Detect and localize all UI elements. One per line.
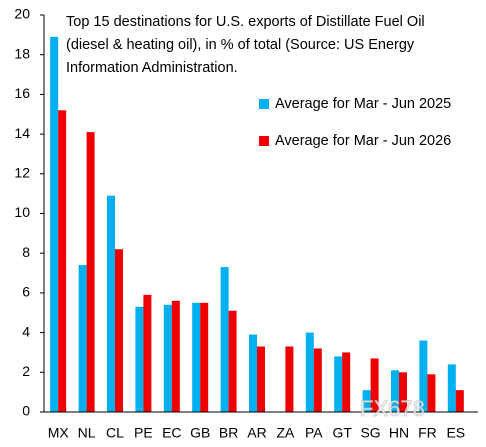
bar <box>285 346 294 412</box>
y-tick-label: 16 <box>14 85 30 101</box>
chart-title: Top 15 destinations for U.S. exports of … <box>66 14 425 30</box>
y-tick-label: 4 <box>22 323 30 339</box>
bar <box>163 304 172 412</box>
bar <box>135 306 144 412</box>
bar <box>257 346 265 412</box>
bar <box>107 195 115 412</box>
legend-swatch <box>259 99 269 109</box>
x-tick-label: AR <box>247 425 266 441</box>
bar <box>192 302 201 412</box>
x-tick-label: ES <box>446 425 465 441</box>
watermark: FX678 <box>360 396 425 421</box>
y-tick-label: 0 <box>22 403 30 419</box>
x-tick-label: SG <box>360 425 380 441</box>
bar <box>143 294 152 412</box>
x-tick-label: GT <box>332 425 352 441</box>
x-tick-label: GB <box>190 425 210 441</box>
bar <box>419 340 428 412</box>
bar <box>334 356 343 412</box>
x-tick-label: HN <box>389 425 409 441</box>
x-tick-label: ZA <box>276 425 295 441</box>
bar <box>391 370 399 412</box>
x-tick-label: FR <box>418 425 437 441</box>
x-tick-label: PE <box>134 425 153 441</box>
bar <box>220 267 229 412</box>
bar <box>200 302 209 412</box>
y-tick-label: 2 <box>22 363 30 379</box>
x-tick-label: EC <box>162 425 181 441</box>
y-tick-label: 20 <box>14 6 30 22</box>
bar <box>427 374 436 412</box>
bar <box>58 110 67 412</box>
bar <box>228 310 237 412</box>
bar <box>171 300 180 412</box>
bar <box>342 352 351 412</box>
chart-title: Information Administration. <box>66 60 238 76</box>
bar <box>447 364 456 412</box>
y-tick-label: 8 <box>22 244 30 260</box>
bar <box>362 390 371 412</box>
bar <box>50 36 59 413</box>
bar <box>115 249 123 412</box>
bar <box>78 265 87 412</box>
x-tick-label: MX <box>48 425 70 441</box>
bar <box>249 334 257 412</box>
bar <box>399 372 407 412</box>
bar <box>313 348 322 412</box>
legend-label: Average for Mar - Jun 2026 <box>275 133 451 149</box>
bar <box>455 390 464 412</box>
bar <box>305 332 314 412</box>
legend-swatch <box>259 136 269 146</box>
y-tick-label: 6 <box>22 284 30 300</box>
bar <box>86 132 95 413</box>
chart-title: (diesel & heating oil), in % of total (S… <box>66 37 415 53</box>
x-tick-label: BR <box>219 425 238 441</box>
y-tick-label: 12 <box>14 165 30 181</box>
x-tick-label: NL <box>78 425 96 441</box>
y-tick-label: 14 <box>14 125 30 141</box>
x-tick-label: PA <box>305 425 323 441</box>
y-tick-label: 10 <box>14 204 30 220</box>
bar <box>370 358 379 412</box>
x-tick-label: CL <box>106 425 124 441</box>
legend-label: Average for Mar - Jun 2025 <box>275 96 451 112</box>
y-tick-label: 18 <box>14 45 30 61</box>
